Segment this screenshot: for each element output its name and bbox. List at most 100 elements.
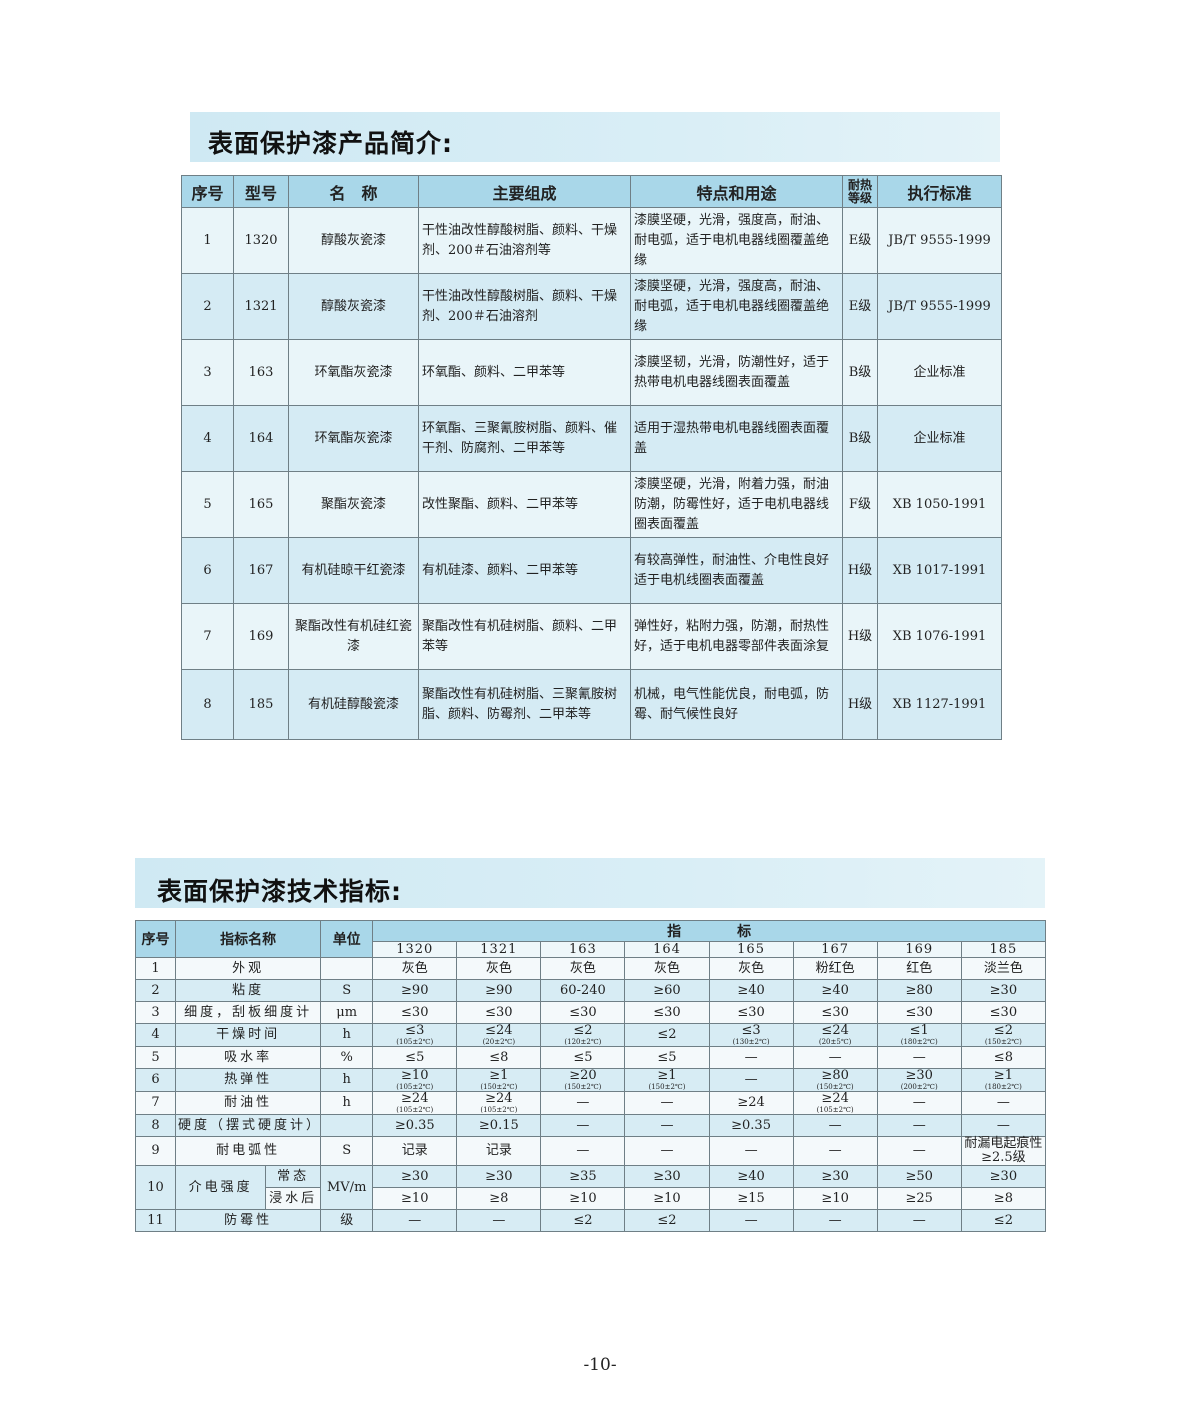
table-cell: 聚酯改性有机硅树脂、三聚氰胺树脂、颜料、防霉剂、二甲苯等 [418,669,631,740]
table-row: 2 粘度 S ≥90 ≥90 60-240 ≥60 ≥40 ≥40 ≥80 ≥30 [134,979,1047,1002]
value-cell: ≥80 (150±2℃) [792,1068,878,1092]
indicator-name: 干燥时间 [175,1023,322,1047]
value-cell: — [708,1068,794,1092]
unit: S [320,979,374,1002]
column-header: 执行标准 [877,175,1002,208]
row-no: 2 [134,979,177,1002]
table-cell: XB 1076-1991 [877,603,1002,670]
table-row: 6 热弹性 h ≥10 (105±2℃) ≥1 (150±2℃) ≥20 (150±2℃) ≥1(… [134,1068,1047,1092]
value-cell: — [876,1114,962,1137]
table-cell: 醇酸灰瓷漆 [288,273,419,340]
value-condition: (105±2℃) [396,1106,434,1114]
value-main: ≥1 [489,1068,509,1083]
value-cell: ≥0.35 [372,1114,458,1137]
value-cell: ≤1 (180±2℃) [876,1023,962,1047]
value-cell: ≤30 [456,1001,542,1024]
product-code-header: 185 [960,941,1047,958]
unit [320,1114,374,1137]
column-header: 序号 [181,175,234,208]
value-cell: ≤30 [792,1001,878,1024]
indicator-name: 硬度（摆式硬度计） [175,1114,322,1137]
value-cell: 灰色 [540,957,626,980]
value-cell: ≥24 (105±2℃) [456,1091,542,1115]
table-cell: 7 [181,603,234,670]
table-row: 2 1321 醇酸灰瓷漆 干性油改性醇酸树脂、颜料、干燥剂、200＃石油溶剂 漆膜坚硬，… [181,273,1002,340]
unit: 级 [320,1209,374,1232]
value-cell: 粉红色 [792,957,878,980]
table-cell: H级 [842,603,878,670]
value-cell: 记录 [372,1136,458,1166]
value-cell: — [624,1136,710,1166]
table-cell: 醇酸灰瓷漆 [288,207,419,274]
product-code-header: 164 [624,941,710,958]
table-row: 11 防霉性级 — — ≤2 ≤2— — — ≤2 [134,1209,1047,1232]
value-cell: ≥30 [372,1165,458,1188]
value-condition: (180±2℃) [900,1038,938,1046]
value-cell: ≥40 [792,979,878,1002]
table-cell: 167 [233,537,289,604]
value-main: ≥30 [905,1068,933,1083]
table-cell: 干性油改性醇酸树脂、颜料、干燥剂、200＃石油溶剂等 [418,207,631,274]
value-cell: ≤2 [624,1023,710,1047]
value-cell: — [708,1046,794,1069]
row-no: 6 [134,1068,177,1092]
value-cell: 耐漏电起痕性 ≥2.5级 [960,1136,1047,1166]
value-cell: 60-240 [540,979,626,1002]
value-main: ≥1 [657,1068,677,1083]
value-cell: ≤5 [540,1046,626,1069]
value-cell: ≥20 (150±2℃) [540,1068,626,1092]
table-cell: 漆膜坚硬，光滑，附着力强，耐油防潮，防霉性好，适于电机电器线圈表面覆盖 [630,471,843,538]
value-cell: 红色 [876,957,962,980]
row-no: 9 [134,1136,177,1166]
value-cell: — [540,1136,626,1166]
table-cell: B级 [842,405,878,472]
value-cell: ≥35 [540,1165,626,1188]
table-cell: 1 [181,207,234,274]
value-cell: ≥80 [876,979,962,1002]
table-cell: H级 [842,669,878,740]
table-cell: 1320 [233,207,289,274]
value-cell: ≥1 (180±2℃) [960,1068,1047,1092]
value-cell: 淡兰色 [960,957,1047,980]
value-cell: ≤8 [960,1046,1047,1069]
indicator-name: 细度，刮板细度计 [175,1001,322,1024]
section2-title: 表面保护漆技术指标: [157,877,402,906]
table-cell: 有较高弹性，耐油性、介电性良好适于电机线圈表面覆盖 [630,537,843,604]
table-cell: 3 [181,339,234,406]
row-no: 4 [134,1023,177,1047]
value-cell: — [624,1114,710,1137]
value-cell: ≥30 [456,1165,542,1188]
table-row: 3 细度，刮板细度计 μm ≤30 ≤30 ≤30 ≤30 ≤30 ≤30 ≤30 ≤30 [134,1001,1047,1024]
value-cell: ≥10 (105±2℃) [372,1068,458,1092]
value-condition: (20±2℃) [482,1038,516,1046]
value-cell: 灰色 [708,957,794,980]
table-cell: 5 [181,471,234,538]
value-cell: ≥24 [708,1091,794,1115]
table-row: 7 耐油性 h ≥24 (105±2℃) ≥24 (105±2℃) — — ≥24 ≥24 (105±… [134,1091,1047,1115]
value-condition: (150±2℃) [648,1083,686,1091]
value-main: ≥10 [401,1068,429,1083]
table-cell: E级 [842,207,878,274]
value-cell: — [960,1091,1047,1115]
page-number: -10- [583,1355,617,1375]
row-no: 3 [134,1001,177,1024]
value-cell: ≤30 [876,1001,962,1024]
table-cell: XB 1127-1991 [877,669,1002,740]
table-cell: 6 [181,537,234,604]
value-cell: ≥1 (150±2℃) [624,1068,710,1092]
sub-condition: 常态 [265,1165,322,1188]
value-condition: (105±2℃) [396,1083,434,1091]
indicator-name: 吸水率 [175,1046,322,1069]
table-cell: H级 [842,537,878,604]
value-cell: ≥10 [792,1187,878,1210]
value-cell: — [876,1046,962,1069]
value-cell: ≤3 (130±2℃) [708,1023,794,1047]
value-condition: (105±2℃) [396,1038,434,1046]
table-row: 10 介电强度 常态 MV/m ≥30 ≥30 ≥35 ≥30 ≥40 ≥30 ≥50 ≥30 [134,1165,1047,1210]
table-cell: 漆膜坚硬，光滑，强度高，耐油、耐电弧，适于电机电器线圈覆盖绝缘 [630,207,843,274]
value-cell: ≤5 [624,1046,710,1069]
table-cell: E级 [842,273,878,340]
unit: % [320,1046,374,1069]
table-cell: 机械，电气性能优良，耐电弧，防霉、耐气候性良好 [630,669,843,740]
table-row: 1 外观 灰色 灰色 灰色 灰色 灰色 粉红色 红色 淡兰色 [134,957,1047,980]
